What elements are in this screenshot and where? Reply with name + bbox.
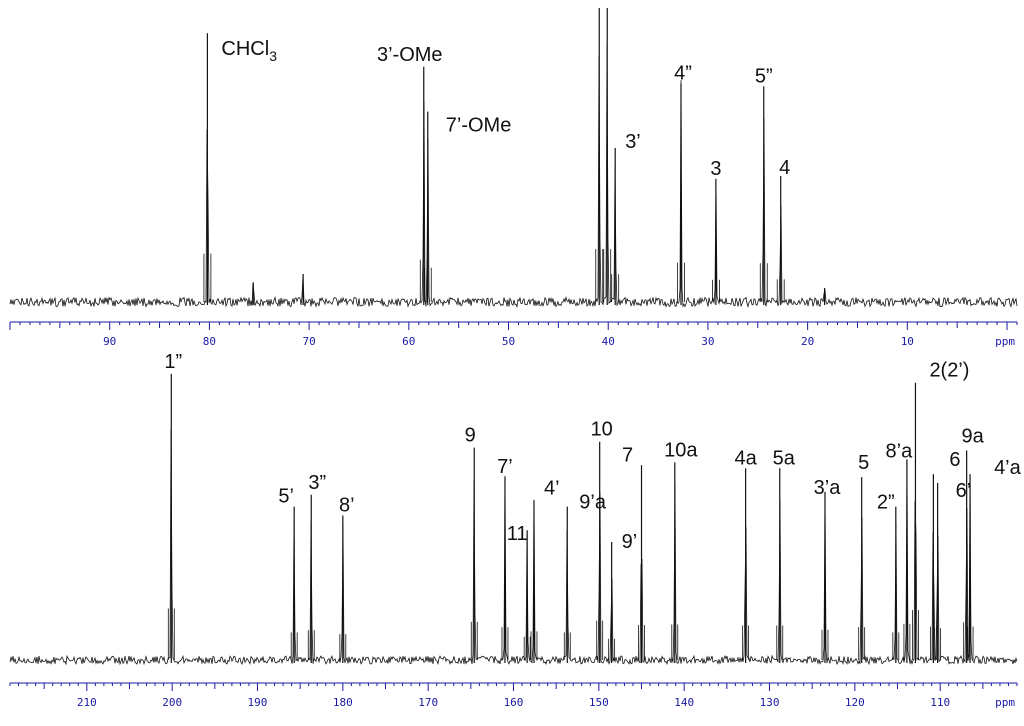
peak-label: 4 [779, 157, 790, 179]
peak-label: 3’ [625, 131, 641, 153]
peak-label-subscript: 3 [269, 48, 277, 64]
x-tick-label: 140 [674, 696, 694, 709]
peak-label: 3’-OMe [377, 44, 443, 66]
peak-label: 4’a [994, 457, 1022, 479]
x-tick-label: 120 [845, 696, 865, 709]
peak-label: 8’ [339, 494, 355, 516]
peak-label: 8’a [886, 440, 914, 462]
spectrum-trace [9, 429, 1018, 666]
peak-label: 5 [858, 452, 869, 474]
x-tick-label: 170 [418, 696, 438, 709]
peak-label: 9a [962, 426, 985, 448]
peak-label-chcl3: CHCl3 [221, 38, 277, 64]
x-tick-label: 60 [402, 335, 415, 348]
peak-label: 1” [164, 351, 182, 373]
x-tick-label: 10 [901, 335, 914, 348]
x-tick-label: 190 [248, 696, 268, 709]
peak-label: 4’ [544, 478, 560, 500]
peak-label: 2” [877, 492, 895, 514]
x-tick-label: 200 [162, 696, 182, 709]
peak-label: 5a [773, 447, 796, 469]
peak-label: 3” [308, 472, 326, 494]
peak-label: 11 [507, 523, 528, 545]
peak-label: 4” [674, 63, 692, 85]
x-tick-label: 90 [103, 335, 116, 348]
peak-label: 4a [734, 447, 757, 469]
peak-label: 10 [591, 419, 613, 441]
x-tick-label: 50 [502, 335, 515, 348]
x-tick-label: 40 [602, 335, 615, 348]
peak-label: 7 [622, 444, 633, 466]
peak-label: 9’a [579, 492, 607, 514]
peak-label-main: CHCl [221, 38, 269, 60]
peak-label: 5’ [278, 486, 294, 508]
peak-label: 9 [465, 425, 476, 447]
peak-label: 6 [949, 449, 960, 471]
x-tick-label: 210 [77, 696, 97, 709]
x-tick-label: 20 [801, 335, 814, 348]
x-tick-label: 70 [302, 335, 315, 348]
peak-label: 3’a [814, 477, 842, 499]
peak-label: 3 [710, 158, 721, 180]
spectrum-trace [9, 44, 1018, 309]
x-tick-label: 160 [504, 696, 524, 709]
x-axis-unit-label: ppm [995, 696, 1015, 709]
x-tick-label: 30 [701, 335, 714, 348]
spectrum-panel-aromatic: 210 200 190 180 170 160 150 140 130 120 110 ppm 1” 5’… [9, 351, 1022, 709]
x-axis-unit-label: ppm [995, 335, 1015, 348]
peak-label: 9’ [622, 531, 638, 553]
peak-label: 7’-OMe [446, 115, 512, 137]
peak-label: 10a [664, 439, 698, 461]
peak-label: 6’ [956, 480, 972, 502]
x-tick-label: 150 [589, 696, 609, 709]
x-tick-label: 80 [203, 335, 216, 348]
peak-label: 2(2’) [929, 360, 969, 382]
x-tick-label: 130 [760, 696, 780, 709]
x-tick-label: 180 [333, 696, 353, 709]
peak-label: 7’ [497, 456, 513, 478]
x-tick-label: 110 [930, 696, 950, 709]
peak-label: 5” [755, 65, 773, 87]
